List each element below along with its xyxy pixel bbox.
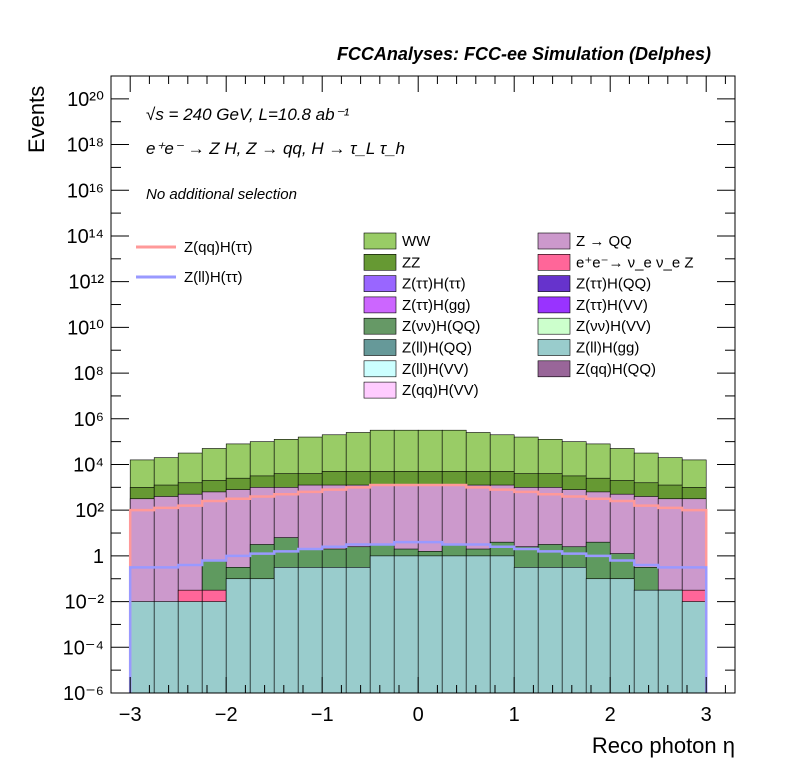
legend-fill-label: Z(ττ)H(ττ) [402, 276, 466, 293]
legend-fill-label: Z(ll)H(QQ) [402, 340, 472, 357]
histogram-bar [249, 578, 275, 694]
x-tick-label: −1 [311, 704, 334, 726]
legend-fill-label: Z(qq)H(VV) [402, 382, 479, 399]
legend-fill-swatch [537, 232, 571, 250]
histogram-bar [633, 589, 659, 694]
histogram-bar [681, 601, 707, 694]
chart-title: FCCAnalyses: FCC-ee Simulation (Delphes) [337, 44, 711, 64]
legend-fill-label: Z(ττ)H(gg) [402, 297, 471, 314]
legend-fill-swatch [537, 360, 571, 378]
y-tick-label: 10⁸ [73, 363, 104, 385]
legend-fill-label: Z(qq)H(QQ) [576, 361, 656, 378]
histogram-bar [537, 567, 563, 694]
histogram-bar [417, 555, 443, 694]
x-axis-title: Reco photon η [592, 733, 735, 758]
legend-fill-swatch [363, 254, 397, 271]
histogram-bar [345, 567, 371, 694]
legend-fill-label: Z(ττ)H(QQ) [576, 276, 651, 293]
legend-line-label: Z(qq)H(ττ) [184, 239, 253, 256]
y-tick-label: 10¹² [68, 272, 104, 294]
y-tick-label: 10²⁰ [67, 89, 104, 111]
legend-fill-label: Z(νν)H(QQ) [402, 318, 480, 335]
histogram-bar [273, 567, 299, 694]
legend-fill-swatch [363, 339, 397, 356]
legend: Z(qq)H(ττ) Z(ll)H(ττ) WW Z → QQ ZZ e⁺e⁻→ ν_e … [136, 232, 694, 399]
histogram-bar [201, 601, 227, 694]
stack-layer [129, 555, 707, 694]
process-label: e⁺e⁻ → Z H, Z → qq, H → τ_L τ_h [146, 139, 405, 158]
legend-fill-swatch [363, 232, 397, 250]
legend-fill-swatch [363, 360, 397, 378]
histogram-bar [513, 567, 539, 694]
y-tick-label: 10¹⁴ [67, 226, 105, 248]
histogram-bar [657, 589, 683, 694]
x-tick-label: 1 [509, 704, 520, 726]
signal-line [128, 483, 708, 693]
energy-lumi-label: √s = 240 GeV, L=10.8 ab⁻¹ [146, 105, 350, 124]
signal-histograms [128, 483, 708, 693]
histogram-bar [177, 601, 203, 694]
legend-fill-swatch [537, 296, 571, 314]
legend-fill-swatch [537, 275, 571, 292]
legend-line-label: Z(ll)H(ττ) [184, 269, 243, 286]
histogram-bar [321, 567, 347, 694]
x-axis: −3 −2 −1 0 1 2 3 [110, 76, 726, 726]
y-tick-label: 10⁻⁶ [63, 683, 104, 705]
histogram-bar [129, 601, 155, 694]
y-axis-title: Events [24, 86, 49, 153]
x-tick-label: 0 [413, 704, 424, 726]
y-tick-label: 10⁻⁴ [63, 637, 104, 659]
legend-fill-swatch [363, 381, 397, 399]
legend-fill-swatch [537, 339, 571, 356]
legend-fill-swatch [363, 317, 397, 335]
x-tick-label: −2 [215, 704, 238, 726]
selection-label: No additional selection [146, 186, 297, 203]
histogram-bar [225, 578, 251, 694]
legend-fill-label: WW [402, 233, 431, 250]
legend-fill-label: Z(ll)H(VV) [402, 361, 469, 378]
histogram-bar [369, 555, 395, 694]
histogram-bar [609, 578, 635, 694]
y-tick-label: 1 [93, 546, 104, 568]
y-tick-label: 10⁶ [74, 409, 104, 431]
legend-fill-label: Z(ll)H(gg) [576, 340, 639, 357]
legend-fill-swatch [363, 275, 397, 292]
legend-fill-label: ZZ [402, 254, 420, 271]
x-tick-label: −3 [119, 704, 142, 726]
legend-fill-label: e⁺e⁻→ ν_e ν_e Z [576, 254, 694, 271]
plot-frame [110, 75, 736, 694]
y-tick-label: 10¹⁸ [67, 135, 104, 157]
histogram-bar [465, 555, 491, 694]
histogram-bar [561, 567, 587, 694]
x-tick-label: 2 [605, 704, 616, 726]
legend-fill-swatch [537, 254, 571, 271]
histogram-bar [585, 578, 611, 694]
y-tick-label: 10¹⁰ [67, 317, 104, 339]
y-tick-label: 10⁻² [65, 592, 105, 614]
legend-fill-label: Z(νν)H(VV) [576, 318, 651, 335]
y-axis: 10⁻⁶ 10⁻⁴ 10⁻² 1 10² 10⁴ 10⁶ 10⁸ 10¹⁰ 10¹² 10¹⁴ 10¹… [63, 75, 735, 705]
histogram-bar [153, 601, 179, 694]
legend-fill-swatch [537, 317, 571, 335]
stacked-histograms [129, 429, 707, 694]
x-tick-label: 3 [701, 704, 712, 726]
histogram-bar [297, 567, 323, 694]
histogram-bar [393, 555, 419, 694]
y-tick-label: 10¹⁶ [67, 180, 104, 202]
histogram-bar [489, 555, 515, 694]
legend-fill-label: Z → QQ [576, 233, 632, 250]
signal-line [128, 540, 708, 693]
y-tick-label: 10⁴ [73, 454, 104, 476]
y-tick-label: 10² [75, 500, 104, 522]
histogram-bar [441, 555, 467, 694]
legend-fill-swatch [363, 296, 397, 314]
legend-fill-label: Z(ττ)H(VV) [576, 297, 648, 314]
